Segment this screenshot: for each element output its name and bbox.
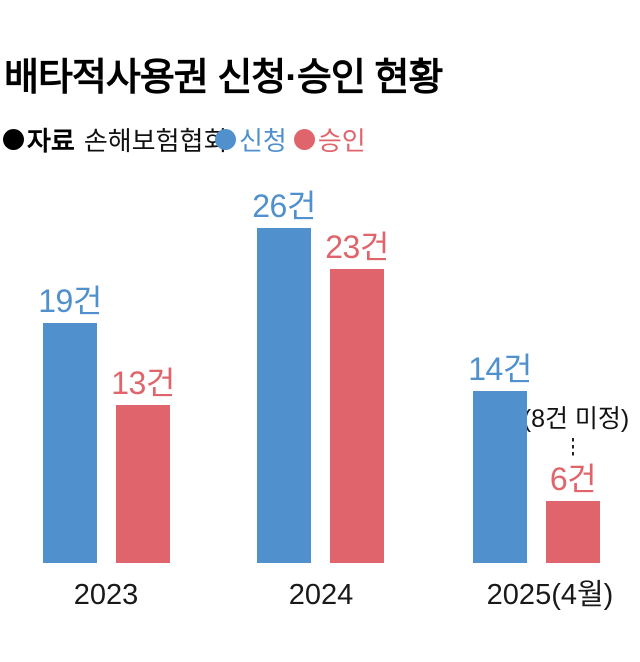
legend-dot-approvals-icon: [293, 128, 315, 150]
annotation-pending-note: (8건 미정): [522, 405, 630, 433]
legend-item-applications: 신청: [215, 121, 287, 158]
bar-applications-2025-apr: [473, 391, 527, 563]
value-label-approvals-2024: 23건: [325, 229, 389, 265]
value-label-applications-2023: 19건: [38, 283, 102, 319]
value-label-applications-2025-apr: 14건: [468, 351, 532, 387]
value-label-applications-2024: 26건: [252, 188, 316, 224]
category-label-2024: 2024: [288, 579, 354, 611]
source-name: 손해보험협회: [83, 125, 228, 156]
bar-approvals-2025-apr: [546, 501, 600, 563]
bar-approvals-2024: [330, 269, 384, 563]
legend: 신청 승인: [215, 124, 366, 156]
legend-dot-applications-icon: [215, 128, 236, 150]
source-label: 자료: [27, 125, 75, 156]
value-label-approvals-2023: 13건: [111, 365, 175, 401]
category-label-2025-apr: 2025(4월): [486, 579, 614, 611]
value-label-approvals-2025-apr: 6건: [549, 461, 597, 497]
legend-label-approvals: 승인: [317, 125, 366, 156]
legend-label-applications: 신청: [239, 125, 287, 156]
legend-item-approvals: 승인: [293, 121, 366, 158]
bar-applications-2023: [43, 323, 97, 563]
bar-applications-2024: [257, 228, 311, 563]
bar-approvals-2023: [116, 405, 170, 563]
annotation-connector-dotted-line: [572, 438, 574, 459]
source-bullet-icon: [3, 128, 24, 150]
category-label-2023: 2023: [73, 579, 139, 611]
source-row: 자료 손해보험협회: [3, 124, 227, 156]
chart-title: 배타적사용권 신청·승인 현황: [4, 57, 443, 99]
